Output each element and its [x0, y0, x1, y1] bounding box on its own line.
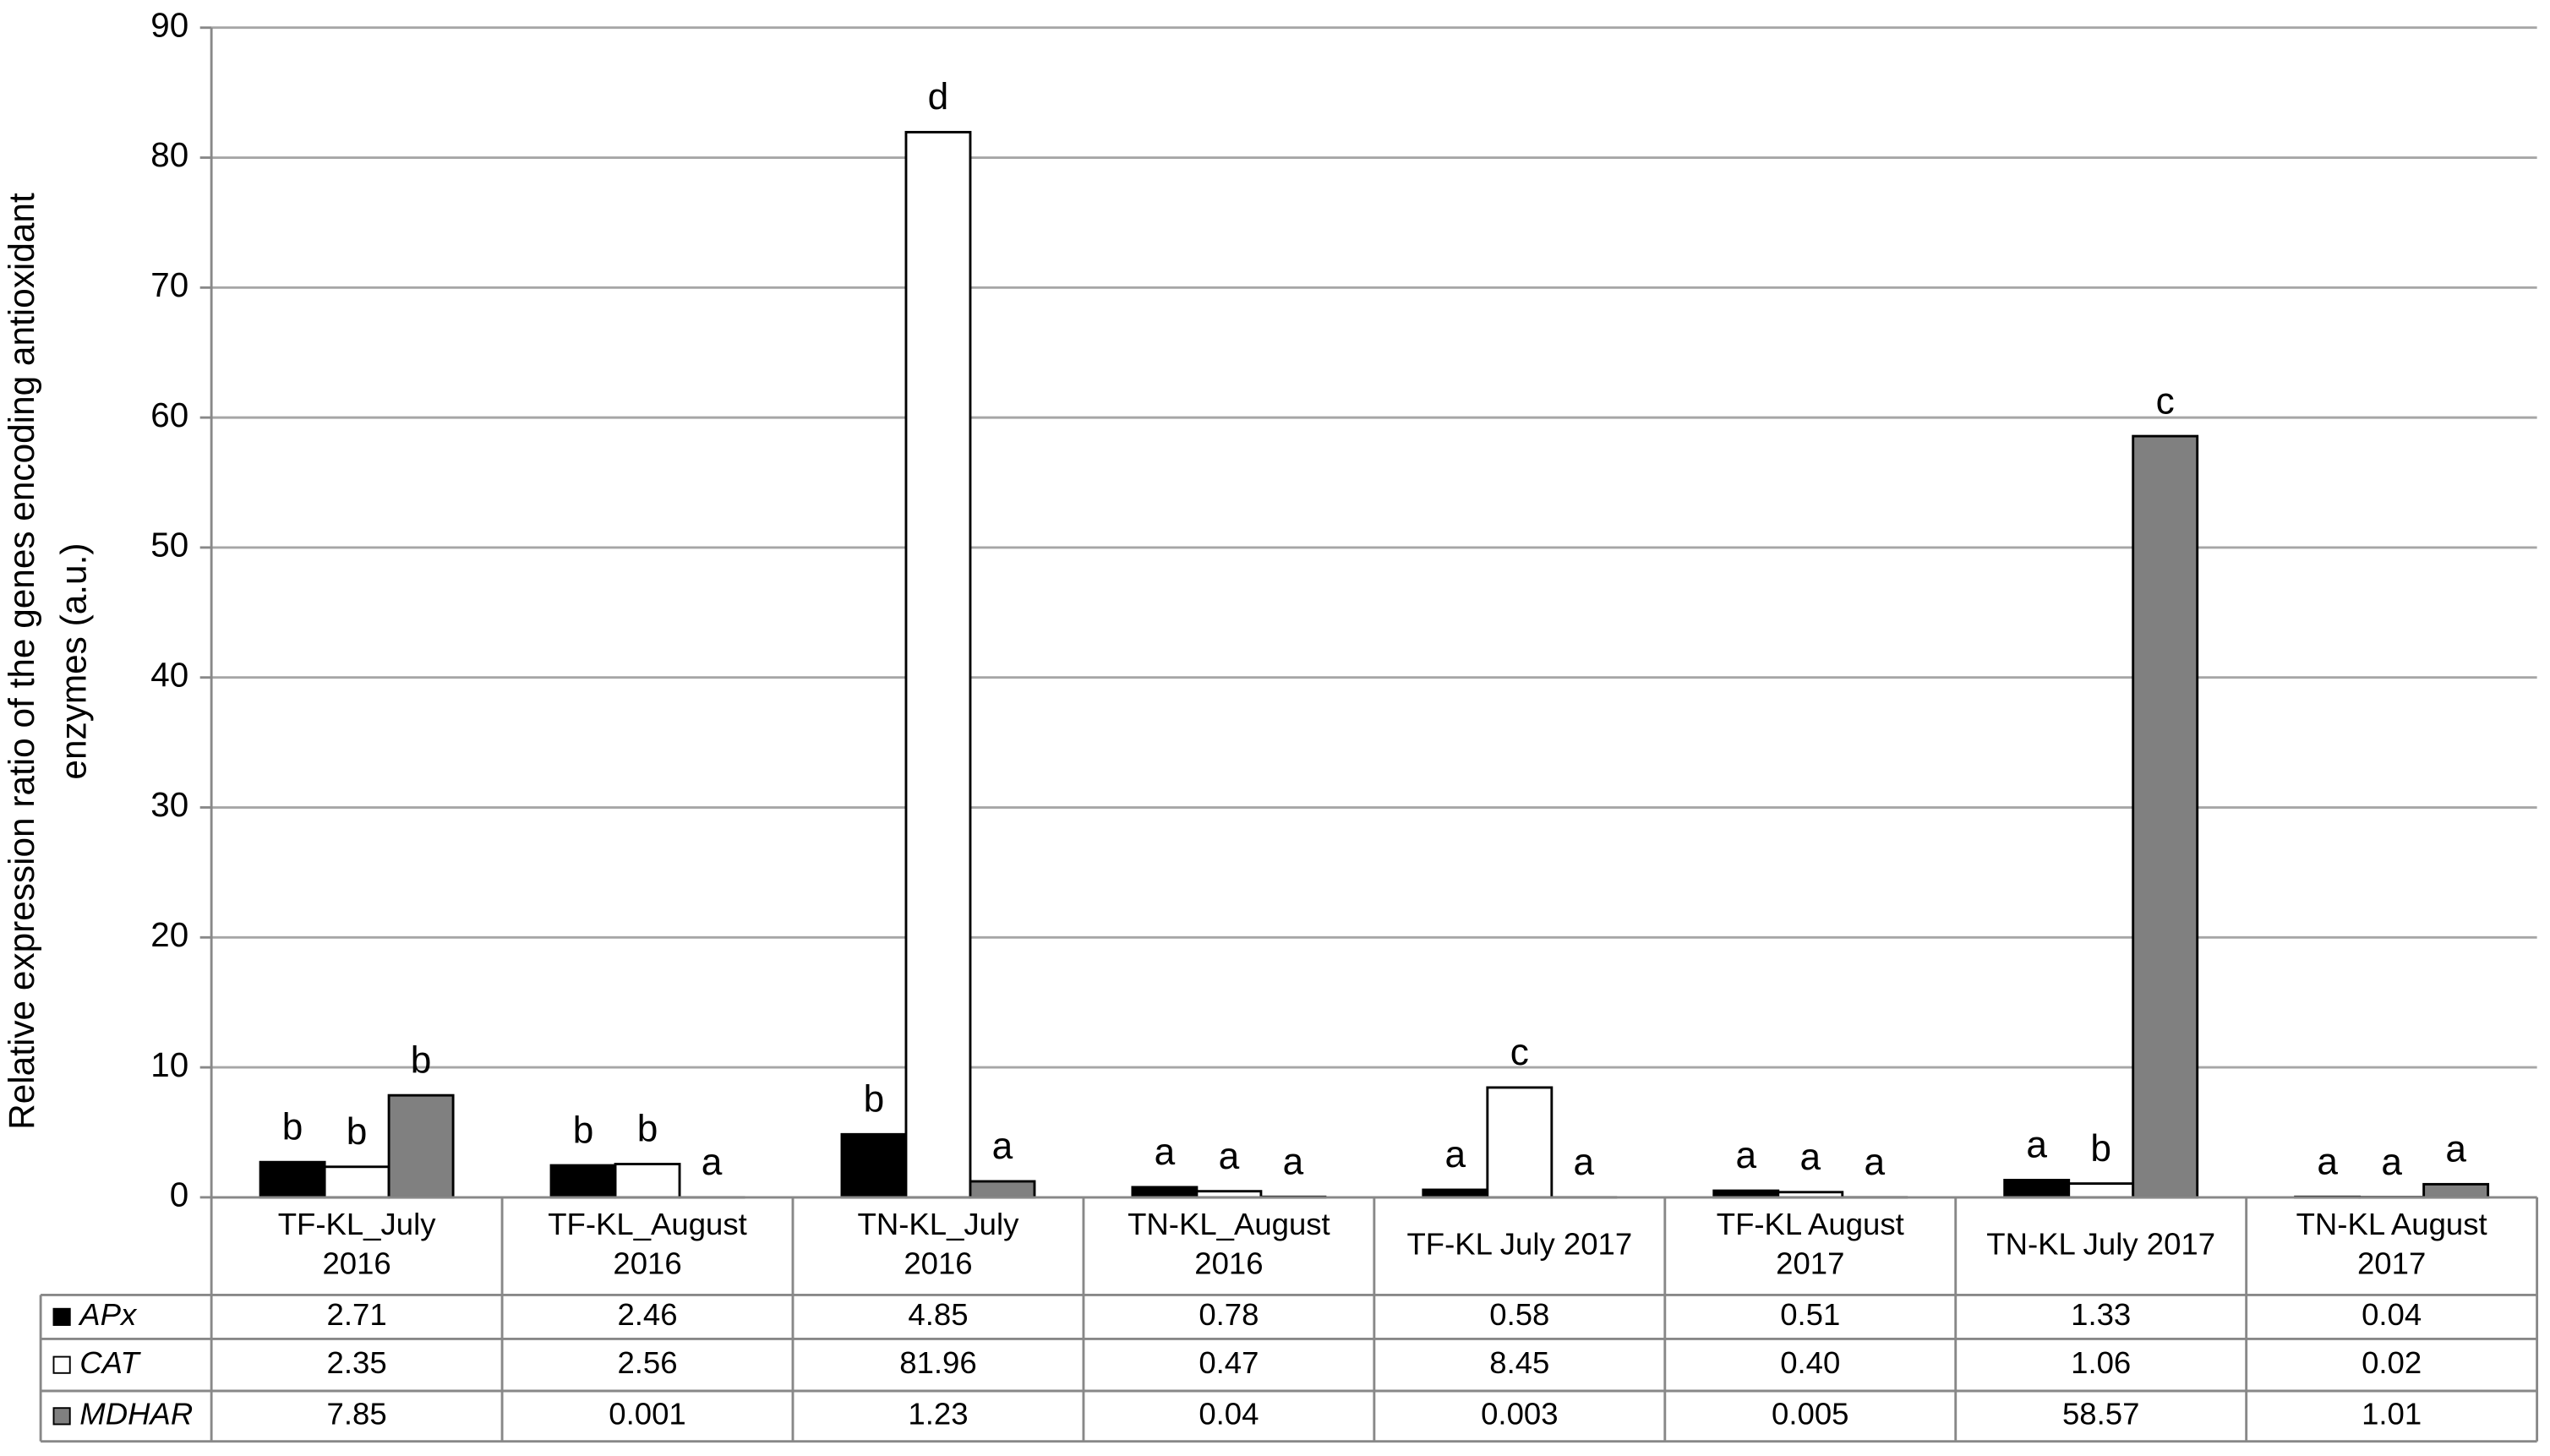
significance-letter: a — [702, 1142, 723, 1183]
x-tick-label: 2016 — [1194, 1246, 1263, 1280]
y-tick-label: 60 — [150, 395, 188, 434]
significance-letter: b — [282, 1106, 303, 1148]
bar — [2422, 1182, 2490, 1199]
y-tick-label: 40 — [150, 655, 188, 694]
x-tick-label: TN-KL_August — [1128, 1207, 1330, 1241]
x-tick-label: TF-KL_August — [548, 1207, 747, 1241]
table-value: 0.005 — [1772, 1396, 1848, 1431]
table-value: 0.47 — [1199, 1345, 1259, 1380]
y-axis-label: Relative expression ratio of the genes e… — [2, 193, 41, 1130]
significance-letter: a — [1445, 1134, 1466, 1175]
table-value: 2.46 — [617, 1297, 677, 1332]
y-tick-label: 70 — [150, 265, 188, 304]
significance-letter: a — [1574, 1142, 1595, 1183]
table-value: 1.33 — [2071, 1297, 2131, 1332]
table-value: 0.001 — [609, 1396, 685, 1431]
bar — [549, 1164, 617, 1199]
legend-label: MDHAR — [79, 1396, 193, 1431]
y-tick-label: 50 — [150, 526, 188, 564]
table-value: 8.45 — [1489, 1345, 1549, 1380]
bar — [1131, 1186, 1199, 1199]
y-tick-label: 10 — [150, 1045, 188, 1084]
bar — [259, 1160, 326, 1199]
y-tick-label: 0 — [170, 1175, 188, 1214]
table-value: 0.58 — [1489, 1297, 1549, 1332]
significance-letter: a — [2445, 1129, 2466, 1170]
significance-letter: a — [1735, 1135, 1756, 1176]
bar — [1486, 1086, 1553, 1199]
significance-letter: a — [1799, 1137, 1821, 1178]
y-tick-label: 90 — [150, 5, 188, 44]
y-tick-label: 30 — [150, 785, 188, 824]
significance-letter: a — [2317, 1141, 2338, 1182]
significance-letter: b — [411, 1039, 432, 1081]
table-value: 4.85 — [908, 1297, 968, 1332]
x-tick-label: 2016 — [613, 1246, 681, 1280]
x-tick-label: TF-KL_July — [278, 1207, 437, 1241]
significance-letter: a — [1283, 1141, 1304, 1182]
bar — [2132, 434, 2199, 1199]
significance-letter: b — [637, 1109, 658, 1150]
table-value: 2.56 — [617, 1345, 677, 1380]
table-value: 81.96 — [899, 1345, 976, 1380]
table-value: 1.06 — [2071, 1345, 2131, 1380]
legend-marker — [52, 1355, 71, 1374]
x-tick-label: 2016 — [904, 1246, 972, 1280]
x-tick-label: TN-KL August — [2296, 1207, 2487, 1241]
x-tick-label: TN-KL July 2017 — [1986, 1226, 2215, 1261]
legend-marker — [52, 1307, 71, 1326]
x-tick-label: 2017 — [1776, 1246, 1844, 1280]
significance-letter: a — [1155, 1132, 1176, 1173]
significance-letter: b — [573, 1110, 594, 1151]
significance-letter: b — [864, 1078, 885, 1120]
table-value: 2.71 — [327, 1297, 387, 1332]
significance-letter: c — [1510, 1032, 1529, 1073]
significance-letter: a — [992, 1126, 1013, 1167]
bar — [904, 130, 972, 1199]
table-value: 0.78 — [1199, 1297, 1259, 1332]
table-value: 0.40 — [1780, 1345, 1840, 1380]
legend-label: CAT — [79, 1345, 141, 1380]
significance-letter: a — [2026, 1125, 2047, 1166]
y-tick-label: 20 — [150, 915, 188, 954]
x-tick-label: TF-KL August — [1717, 1207, 1904, 1241]
table-value: 1.23 — [908, 1396, 968, 1431]
y-axis-label: enzymes (a.u.) — [54, 543, 94, 780]
x-tick-label: TF-KL July 2017 — [1406, 1226, 1632, 1261]
bar — [840, 1132, 908, 1199]
table-value: 0.04 — [1199, 1396, 1259, 1431]
bar — [614, 1163, 681, 1199]
bar — [969, 1180, 1036, 1199]
significance-letter: d — [928, 77, 949, 118]
x-tick-label: 2016 — [322, 1246, 390, 1280]
bar — [323, 1165, 390, 1199]
table-value: 0.02 — [2362, 1345, 2422, 1380]
significance-letter: a — [1219, 1136, 1240, 1177]
table-value: 0.04 — [2362, 1297, 2422, 1332]
table-value: 0.51 — [1780, 1297, 1840, 1332]
significance-letter: a — [2381, 1142, 2402, 1183]
table-value: 1.01 — [2362, 1396, 2422, 1431]
significance-letter: b — [347, 1111, 368, 1153]
table-value: 0.003 — [1481, 1396, 1558, 1431]
y-tick-label: 80 — [150, 135, 188, 174]
table-value: 2.35 — [327, 1345, 387, 1380]
table-value: 7.85 — [327, 1396, 387, 1431]
x-tick-label: 2017 — [2357, 1246, 2426, 1280]
bar — [387, 1093, 455, 1199]
legend-marker — [52, 1407, 71, 1426]
legend-label: APx — [78, 1297, 138, 1332]
bar — [2003, 1179, 2071, 1199]
table-value: 58.57 — [2062, 1396, 2139, 1431]
significance-letter: b — [2090, 1128, 2111, 1170]
significance-letter: c — [2156, 380, 2175, 422]
x-tick-label: TN-KL_July — [858, 1207, 1020, 1241]
bar — [2067, 1182, 2135, 1199]
significance-letter: a — [1864, 1142, 1885, 1183]
